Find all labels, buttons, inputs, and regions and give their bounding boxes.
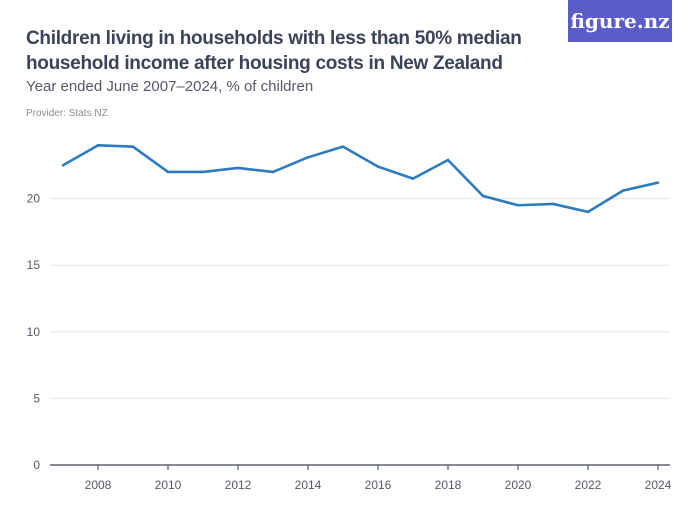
- x-tick-label: 2008: [85, 478, 112, 492]
- x-tick-label: 2020: [505, 478, 532, 492]
- chart-title: Children living in households with less …: [26, 28, 522, 74]
- chart-subtitle: Year ended June 2007–2024, % of children: [26, 78, 314, 95]
- x-tick-label: 2016: [365, 478, 392, 492]
- data-point: [656, 181, 660, 184]
- y-tick-label: 10: [27, 325, 41, 339]
- data-point: [586, 210, 590, 214]
- x-tick-label: 2018: [435, 478, 462, 492]
- data-point: [271, 170, 275, 174]
- data-point: [481, 194, 485, 198]
- y-tick-label: 15: [27, 258, 41, 272]
- y-tick-label: 5: [33, 391, 40, 405]
- data-point: [621, 189, 625, 192]
- data-point: [446, 158, 450, 162]
- data-point: [61, 164, 65, 167]
- data-point: [96, 144, 100, 147]
- data-point: [306, 156, 310, 159]
- data-point: [411, 177, 415, 180]
- data-point: [551, 202, 555, 206]
- data-point: [236, 166, 240, 170]
- figure-nz-logo[interactable]: figure.nz: [568, 0, 672, 42]
- data-point: [201, 170, 205, 174]
- x-tick-label: 2024: [645, 478, 672, 492]
- series-line: [62, 144, 659, 214]
- data-point: [341, 145, 345, 148]
- data-point: [516, 203, 520, 207]
- y-tick-label: 0: [33, 458, 40, 472]
- data-point: [376, 165, 380, 168]
- provider-label: Provider: Stats NZ: [26, 108, 108, 119]
- x-tick-label: 2014: [295, 478, 322, 492]
- y-tick-label: 20: [27, 192, 41, 206]
- data-point: [131, 145, 135, 148]
- x-tick-label: 2012: [225, 478, 252, 492]
- x-tick-label: 2010: [155, 478, 182, 492]
- x-tick-label: 2022: [575, 478, 602, 492]
- data-point: [166, 170, 170, 174]
